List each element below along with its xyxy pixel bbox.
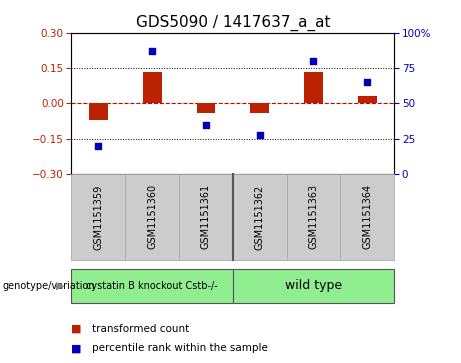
Bar: [304, 72, 323, 103]
Text: GSM1151359: GSM1151359: [93, 184, 103, 249]
Text: GSM1151364: GSM1151364: [362, 184, 372, 249]
Text: ■: ■: [71, 343, 81, 354]
Text: transformed count: transformed count: [92, 323, 189, 334]
Text: ▶: ▶: [56, 281, 64, 291]
Text: percentile rank within the sample: percentile rank within the sample: [92, 343, 268, 354]
Text: ■: ■: [71, 323, 81, 334]
Point: [95, 143, 102, 149]
Point: [310, 58, 317, 64]
Point: [202, 122, 210, 127]
Point: [256, 132, 263, 138]
Bar: [89, 103, 108, 120]
Title: GDS5090 / 1417637_a_at: GDS5090 / 1417637_a_at: [136, 15, 330, 31]
Bar: [143, 72, 161, 103]
Point: [148, 48, 156, 54]
Bar: [196, 103, 215, 113]
Text: GSM1151363: GSM1151363: [308, 184, 319, 249]
Text: cystatin B knockout Cstb-/-: cystatin B knockout Cstb-/-: [86, 281, 218, 291]
Text: GSM1151360: GSM1151360: [147, 184, 157, 249]
Bar: [358, 96, 377, 103]
Text: genotype/variation: genotype/variation: [2, 281, 95, 291]
Point: [364, 79, 371, 85]
Text: GSM1151362: GSM1151362: [254, 184, 265, 249]
Text: wild type: wild type: [285, 280, 342, 292]
Text: GSM1151361: GSM1151361: [201, 184, 211, 249]
Bar: [250, 103, 269, 113]
